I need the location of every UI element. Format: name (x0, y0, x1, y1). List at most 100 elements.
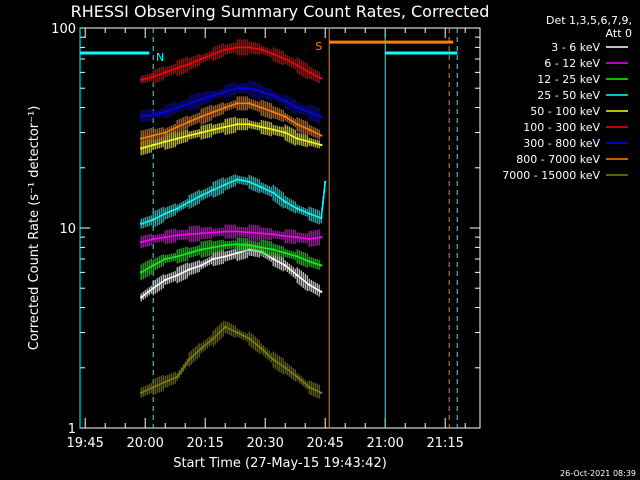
series-point (188, 62, 191, 66)
series-point (248, 46, 251, 49)
series-point (164, 212, 167, 215)
series-point (308, 283, 311, 286)
series-point (272, 257, 275, 261)
series-point (176, 207, 179, 210)
series-point (200, 232, 203, 235)
series-point (152, 385, 155, 389)
series-point (320, 235, 323, 239)
series-point (248, 244, 251, 247)
y-tick-label: 10 (59, 222, 76, 237)
series-point (176, 125, 179, 129)
series-point (188, 268, 191, 271)
series-point (320, 115, 323, 118)
series-noise (140, 39, 320, 84)
series-point (152, 143, 155, 147)
series-point (164, 235, 167, 239)
series-point (140, 271, 143, 274)
series-point (296, 207, 299, 210)
series-point (272, 110, 275, 114)
series-point (284, 200, 287, 204)
series-point (320, 391, 323, 394)
legend-header-line-2: Att 0 (606, 27, 632, 40)
series-point (212, 337, 215, 340)
series-point (200, 115, 203, 118)
series-point (164, 71, 167, 74)
series-point (152, 113, 155, 116)
series-point (224, 183, 227, 186)
legend-label: 3 - 6 keV (551, 41, 600, 54)
legend-header-line-1: Det 1,3,5,6,7,9, (546, 14, 632, 27)
x-tick-label: 19:45 (66, 436, 103, 451)
series-point (284, 366, 287, 369)
series-point (260, 125, 263, 129)
series-point (152, 218, 155, 221)
series-point (260, 232, 263, 235)
series-point (200, 131, 203, 134)
series-point (284, 100, 287, 103)
series-point (188, 251, 191, 255)
series-point (272, 128, 275, 131)
series-point (176, 106, 179, 109)
series-point (212, 52, 215, 56)
series-point (236, 46, 239, 49)
series-point (200, 347, 203, 350)
chart-title: RHESSI Observing Summary Count Rates, Co… (71, 2, 490, 21)
series-point (188, 200, 191, 204)
series-point (296, 235, 299, 239)
series-point (324, 180, 327, 184)
legend-label: 25 - 50 keV (537, 89, 600, 102)
series-point (296, 64, 299, 67)
series-point (248, 123, 251, 126)
series-point (308, 128, 311, 131)
y-tick-label: 100 (51, 22, 76, 37)
series-point (284, 57, 287, 61)
series-point (236, 102, 239, 105)
series-point (152, 75, 155, 79)
series-point (260, 347, 263, 350)
legend-label: 100 - 300 keV (523, 121, 600, 134)
series-point (164, 110, 167, 114)
series-point (248, 180, 251, 184)
series-point (308, 71, 311, 74)
series-point (224, 48, 227, 51)
series-point (272, 94, 275, 97)
series-point (152, 287, 155, 290)
series-point (248, 102, 251, 105)
series-point (296, 137, 299, 140)
series-point (212, 128, 215, 131)
plot-area: 1 10 100 19:45 20:00 20:15 20:30 20:45 21:00 21:1… (51, 22, 481, 451)
series-point (308, 212, 311, 215)
series-point (260, 90, 263, 93)
series-point (320, 216, 323, 220)
legend-label: 7000 - 15000 keV (502, 169, 600, 182)
series-point (284, 131, 287, 134)
series-point (236, 230, 239, 233)
series-point (176, 66, 179, 70)
series-point (284, 251, 287, 255)
series-point (236, 331, 239, 334)
series-point (224, 244, 227, 247)
series-point (320, 290, 323, 293)
series-point (164, 131, 167, 134)
series-point (164, 278, 167, 282)
series-point (200, 57, 203, 61)
flag-label: N (156, 51, 164, 64)
series-point (236, 242, 239, 246)
series-noise (140, 174, 325, 229)
series-point (176, 255, 179, 258)
series-point (140, 78, 143, 82)
series-point (152, 237, 155, 241)
x-axis-label: Start Time (27-May-15 19:43:42) (173, 456, 387, 471)
series-point (224, 230, 227, 233)
legend-label: 6 - 12 keV (544, 57, 600, 70)
series-point (236, 123, 239, 126)
series-noise (140, 80, 320, 124)
series-point (236, 87, 239, 90)
series-point (212, 110, 215, 114)
series-line (140, 326, 322, 394)
legend-label: 12 - 25 keV (537, 73, 600, 86)
series-point (188, 102, 191, 105)
series-point (284, 264, 287, 267)
series-point (296, 123, 299, 126)
